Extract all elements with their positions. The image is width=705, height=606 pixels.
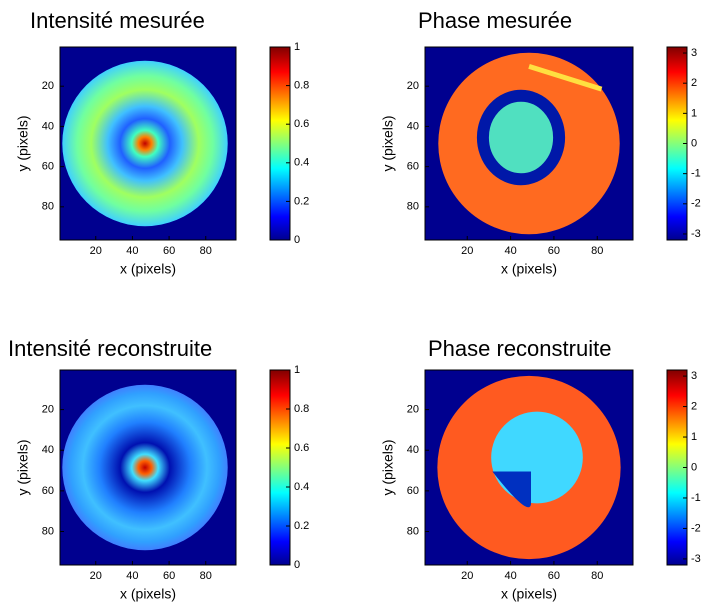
x-tick-label: 80 xyxy=(591,570,603,582)
y-tick-label: 60 xyxy=(407,161,419,173)
colorbar-tick-label: 3 xyxy=(691,47,697,59)
intensity-disk xyxy=(62,384,228,551)
colorbar-tick-label: 1 xyxy=(294,364,300,376)
colorbar-tick-label: 1 xyxy=(691,107,697,119)
x-tick-label: 80 xyxy=(200,245,212,257)
colorbar-tick-label: 1 xyxy=(294,41,300,53)
axes-frame xyxy=(59,46,237,241)
colorbar-tick-label: -2 xyxy=(691,522,701,534)
x-tick-label: 60 xyxy=(163,245,175,257)
colorbar-tick-label: 1 xyxy=(691,431,697,443)
y-tick-label: 40 xyxy=(42,120,54,132)
axes-frame xyxy=(424,46,634,241)
y-tick-label: 20 xyxy=(407,404,419,416)
x-tick-label: 20 xyxy=(90,570,102,582)
y-tick-label: 80 xyxy=(42,201,54,213)
x-tick-label: 60 xyxy=(548,245,560,257)
heatmap-image xyxy=(62,60,228,227)
y-tick-label: 20 xyxy=(407,80,419,92)
y-axis-label: y (pixels) xyxy=(15,439,31,495)
colorbar-tick-label: -1 xyxy=(691,492,701,504)
axes-frame xyxy=(424,369,634,566)
colorbar-tick-label: -3 xyxy=(691,228,701,240)
y-axis-label: y (pixels) xyxy=(380,115,396,171)
y-tick-label: 60 xyxy=(42,485,54,497)
colorbar-tick-label: 0 xyxy=(294,559,300,571)
x-tick-label: 40 xyxy=(504,245,516,257)
x-tick-label: 20 xyxy=(90,245,102,257)
colorbar-tick-label: 0.8 xyxy=(294,403,309,415)
phase-wrap xyxy=(528,64,603,92)
axes-frame xyxy=(59,369,237,566)
y-tick-label: 80 xyxy=(407,525,419,537)
colorbar-tick-label: 0.4 xyxy=(294,157,309,169)
x-tick-label: 40 xyxy=(126,245,138,257)
x-tick-label: 40 xyxy=(126,570,138,582)
y-axis-label: y (pixels) xyxy=(15,115,31,171)
y-tick-label: 60 xyxy=(407,485,419,497)
phase-dip xyxy=(492,471,531,508)
colorbar-tick-label: 3 xyxy=(691,370,697,382)
phase-core xyxy=(491,411,583,504)
x-tick-label: 20 xyxy=(461,570,473,582)
x-tick-label: 60 xyxy=(548,570,560,582)
colorbar-tick-label: -1 xyxy=(691,168,701,180)
colorbar xyxy=(269,46,291,241)
x-tick-label: 60 xyxy=(163,570,175,582)
colorbar-tick-label: 0.6 xyxy=(294,118,309,130)
colorbar-tick-label: 0 xyxy=(691,137,697,149)
y-tick-label: 60 xyxy=(42,161,54,173)
y-tick-label: 20 xyxy=(42,404,54,416)
colorbar-tick-label: 0.4 xyxy=(294,481,309,493)
panel-title: Intensité reconstruite xyxy=(8,336,212,361)
x-tick-label: 80 xyxy=(591,245,603,257)
heatmap-image xyxy=(62,384,228,551)
x-axis-label: x (pixels) xyxy=(501,586,557,602)
y-tick-label: 80 xyxy=(407,201,419,213)
x-tick-label: 20 xyxy=(461,245,473,257)
intensity-disk xyxy=(62,60,228,227)
y-axis-label: y (pixels) xyxy=(380,439,396,495)
colorbar-tick-label: 0.8 xyxy=(294,80,309,92)
panel-title: Intensité mesurée xyxy=(30,8,205,33)
y-tick-label: 40 xyxy=(42,444,54,456)
y-tick-label: 20 xyxy=(42,80,54,92)
y-tick-label: 40 xyxy=(407,120,419,132)
x-axis-label: x (pixels) xyxy=(120,586,176,602)
colorbar-tick-label: 0 xyxy=(691,461,697,473)
panel-title: Phase reconstruite xyxy=(428,336,611,361)
heatmap-image xyxy=(437,375,621,560)
x-tick-label: 40 xyxy=(504,570,516,582)
heatmap-image xyxy=(438,52,620,235)
panel-title: Phase mesurée xyxy=(418,8,572,33)
colorbar-tick-label: -3 xyxy=(691,553,701,565)
colorbar-tick-label: 0.6 xyxy=(294,442,309,454)
x-axis-label: x (pixels) xyxy=(120,261,176,277)
y-tick-label: 40 xyxy=(407,444,419,456)
colorbar xyxy=(269,369,291,566)
colorbar-tick-label: -2 xyxy=(691,198,701,210)
colorbar-tick-label: 0 xyxy=(294,234,300,246)
colorbar-tick-label: 0.2 xyxy=(294,195,309,207)
y-tick-label: 80 xyxy=(42,525,54,537)
x-tick-label: 80 xyxy=(200,570,212,582)
colorbar-tick-label: 2 xyxy=(691,77,697,89)
colorbar-tick-label: 0.2 xyxy=(294,520,309,532)
colorbar-tick-label: 2 xyxy=(691,400,697,412)
x-axis-label: x (pixels) xyxy=(501,261,557,277)
phase-core xyxy=(476,89,566,186)
